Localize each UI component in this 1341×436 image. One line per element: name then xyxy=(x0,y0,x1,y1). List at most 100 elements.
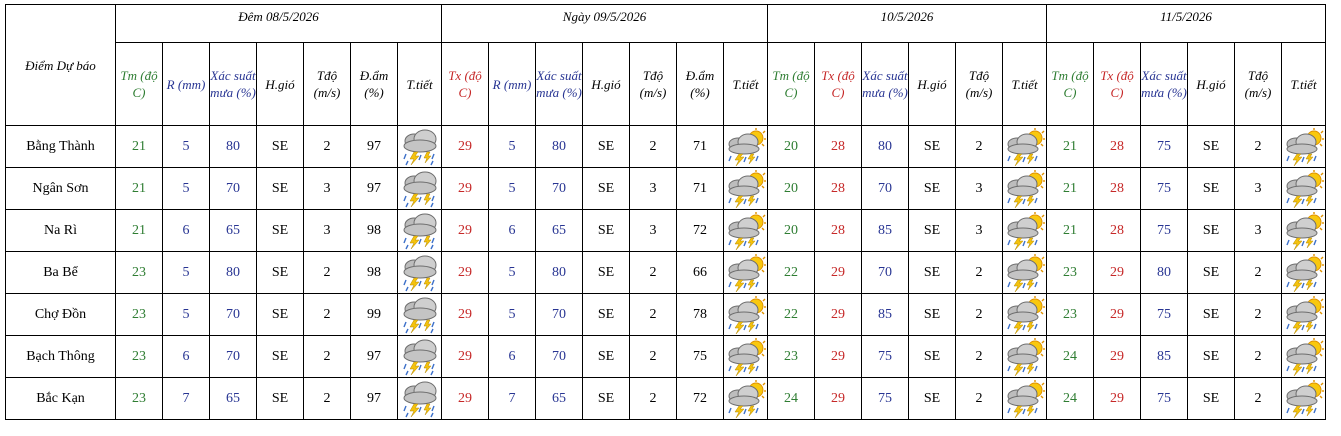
min-temp: 20 xyxy=(767,167,815,210)
max-temp: 28 xyxy=(814,209,862,252)
location-column-header: Điểm Dự báo xyxy=(5,4,116,126)
rain-probability: 85 xyxy=(1140,335,1188,378)
wind-speed: 3 xyxy=(629,209,677,252)
rainfall: 7 xyxy=(162,377,210,420)
wind-direction: SE xyxy=(908,167,956,210)
thunderstorm-rain-icon xyxy=(397,167,442,210)
thunderstorm-rain-icon xyxy=(397,377,442,420)
sun-cloud-thunderstorm-icon xyxy=(1002,251,1047,294)
sun-cloud-thunderstorm-icon xyxy=(1281,293,1326,336)
wind-speed: 3 xyxy=(1234,209,1282,252)
wind-direction: SE xyxy=(256,377,304,420)
humidity: 71 xyxy=(676,125,724,168)
min-temp: 23 xyxy=(115,377,163,420)
min-temp: 21 xyxy=(1046,209,1094,252)
max-temp: 29 xyxy=(814,335,862,378)
column-header: H.gió xyxy=(908,42,956,126)
humidity: 98 xyxy=(350,209,398,252)
wind-speed: 2 xyxy=(629,293,677,336)
section-header-3: 10/5/2026 xyxy=(767,4,1047,43)
section-header-1: Đêm 08/5/2026 xyxy=(115,4,442,43)
wind-speed: 3 xyxy=(303,209,351,252)
wind-direction: SE xyxy=(582,251,630,294)
wind-speed: 3 xyxy=(303,167,351,210)
wind-speed: 2 xyxy=(629,377,677,420)
column-header: Tđộ (m/s) xyxy=(955,42,1003,126)
max-temp: 29 xyxy=(441,251,489,294)
sun-cloud-thunderstorm-icon xyxy=(1002,125,1047,168)
rain-probability: 65 xyxy=(535,209,583,252)
max-temp: 28 xyxy=(1093,125,1141,168)
max-temp: 29 xyxy=(814,377,862,420)
wind-speed: 3 xyxy=(1234,167,1282,210)
wind-direction: SE xyxy=(1187,251,1235,294)
sun-cloud-thunderstorm-icon xyxy=(723,335,768,378)
wind-direction: SE xyxy=(256,125,304,168)
sun-cloud-thunderstorm-icon xyxy=(1281,251,1326,294)
humidity: 78 xyxy=(676,293,724,336)
column-header: Tx (độ C) xyxy=(441,42,489,126)
wind-direction: SE xyxy=(256,293,304,336)
rainfall: 5 xyxy=(162,125,210,168)
wind-speed: 3 xyxy=(955,209,1003,252)
rain-probability: 75 xyxy=(1140,209,1188,252)
min-temp: 23 xyxy=(1046,293,1094,336)
sun-cloud-thunderstorm-icon xyxy=(1281,167,1326,210)
min-temp: 22 xyxy=(767,293,815,336)
wind-direction: SE xyxy=(582,377,630,420)
column-header: Tm (độ C) xyxy=(1046,42,1094,126)
max-temp: 29 xyxy=(814,293,862,336)
rain-probability: 70 xyxy=(535,293,583,336)
wind-speed: 2 xyxy=(955,293,1003,336)
column-header: H.gió xyxy=(582,42,630,126)
wind-direction: SE xyxy=(582,293,630,336)
location-name: Ba Bể xyxy=(5,251,116,294)
min-temp: 21 xyxy=(115,167,163,210)
rainfall: 5 xyxy=(162,167,210,210)
rain-probability: 70 xyxy=(535,167,583,210)
column-header: T.tiết xyxy=(1281,42,1326,126)
column-header: Xác suất mưa (%) xyxy=(861,42,909,126)
wind-direction: SE xyxy=(908,293,956,336)
wind-direction: SE xyxy=(908,335,956,378)
rainfall: 6 xyxy=(162,209,210,252)
sun-cloud-thunderstorm-icon xyxy=(723,167,768,210)
table-row: Ba Bể 23 5 80 SE 2 98 29 5 80 SE 2 66 22 29 70 SE 2 23 29 80… xyxy=(5,251,1326,294)
humidity: 97 xyxy=(350,335,398,378)
thunderstorm-rain-icon xyxy=(397,251,442,294)
sun-cloud-thunderstorm-icon xyxy=(1002,209,1047,252)
wind-speed: 2 xyxy=(1234,335,1282,378)
humidity: 72 xyxy=(676,209,724,252)
humidity: 75 xyxy=(676,335,724,378)
rain-probability: 75 xyxy=(1140,125,1188,168)
min-temp: 23 xyxy=(115,293,163,336)
rainfall: 6 xyxy=(488,209,536,252)
rain-probability: 70 xyxy=(861,167,909,210)
column-header: T.tiết xyxy=(397,42,442,126)
column-header: Tđộ (m/s) xyxy=(1234,42,1282,126)
max-temp: 28 xyxy=(1093,209,1141,252)
sun-cloud-thunderstorm-icon xyxy=(1002,293,1047,336)
wind-direction: SE xyxy=(908,251,956,294)
table-row: Ngân Sơn 21 5 70 SE 3 97 29 5 70 SE 3 71 20 28 70 SE 3 21 2… xyxy=(5,167,1326,210)
wind-direction: SE xyxy=(908,125,956,168)
max-temp: 29 xyxy=(441,377,489,420)
wind-speed: 2 xyxy=(1234,377,1282,420)
wind-speed: 2 xyxy=(1234,125,1282,168)
min-temp: 21 xyxy=(115,209,163,252)
max-temp: 29 xyxy=(1093,377,1141,420)
wind-direction: SE xyxy=(582,125,630,168)
max-temp: 28 xyxy=(1093,167,1141,210)
rainfall: 7 xyxy=(488,377,536,420)
sun-cloud-thunderstorm-icon xyxy=(723,209,768,252)
max-temp: 29 xyxy=(1093,251,1141,294)
rain-probability: 65 xyxy=(209,209,257,252)
section-header-2: Ngày 09/5/2026 xyxy=(441,4,768,43)
max-temp: 29 xyxy=(814,251,862,294)
wind-speed: 3 xyxy=(955,167,1003,210)
rain-probability: 70 xyxy=(861,251,909,294)
sun-cloud-thunderstorm-icon xyxy=(1002,335,1047,378)
rain-probability: 85 xyxy=(861,209,909,252)
column-header: Xác suất mưa (%) xyxy=(1140,42,1188,126)
rainfall: 5 xyxy=(488,251,536,294)
